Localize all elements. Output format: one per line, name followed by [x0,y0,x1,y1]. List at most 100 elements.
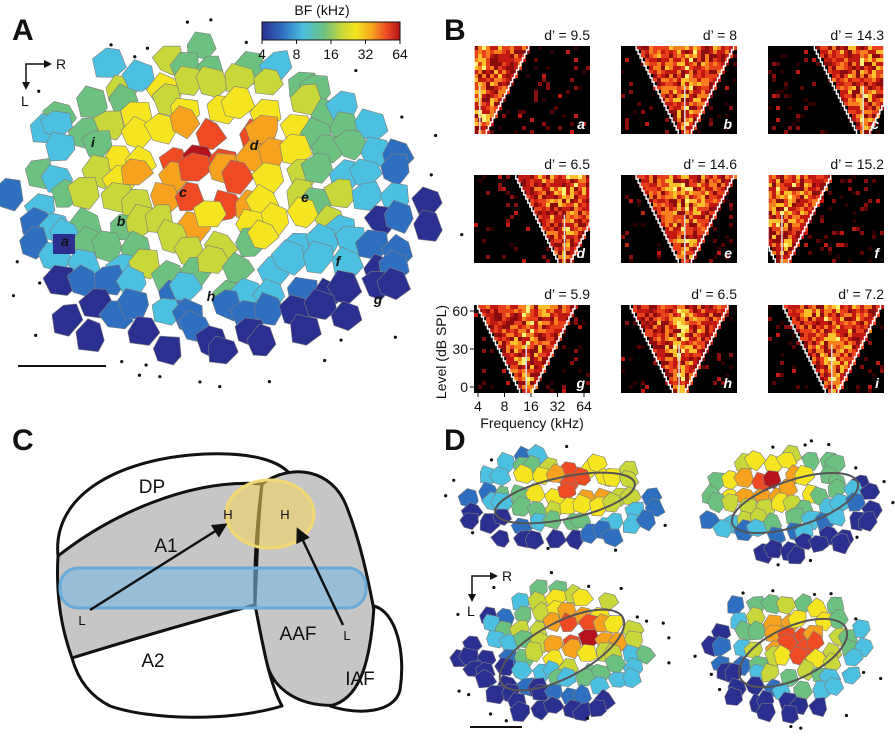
tuning-cell [562,114,566,118]
tuning-cell [566,365,570,369]
tuning-cell [645,317,649,321]
tuning-cell [697,106,701,110]
tuning-cell [709,122,713,126]
tuning-cell [506,329,510,333]
tuning-cell [490,102,494,106]
tuning-cell [498,333,502,337]
tuning-cell [840,361,844,365]
tuning-cell [824,58,828,62]
tuning-cell [776,255,780,259]
tuning-cell [792,191,796,195]
tuning-cell [514,345,518,349]
tuning-cell [677,211,681,215]
tuning-cell [709,46,713,50]
tuning-cell [689,94,693,98]
tuning-cell [542,333,546,337]
tuning-cell [860,74,864,78]
tuning-cell [486,66,490,70]
tuning-cell [546,203,550,207]
tuning-cell [812,357,816,361]
tuning-cell [530,179,534,183]
tuning-cell [685,239,689,243]
tuning-cell [808,195,812,199]
tuning-cell [522,309,526,313]
tuning-cell [558,191,562,195]
unresponsive-site [245,41,248,44]
tuning-cell [669,317,673,321]
tuning-cell [856,325,860,329]
tuning-cell [872,235,876,239]
tuning-cell [486,313,490,317]
tuning-cell [717,54,721,58]
tuning-cell [820,313,824,317]
tuning-cell [522,345,526,349]
tuning-cell [653,54,657,58]
tuning-cell [526,179,530,183]
x-tick-label: 16 [523,398,539,414]
tuning-cell [864,50,868,54]
tuning-cell [844,46,848,50]
tuning-cell [784,179,788,183]
tuning-cell [796,199,800,203]
tuning-cell [780,183,784,187]
tuning-cell [832,231,836,235]
tuning-cell [554,223,558,227]
tuning-cell [526,191,530,195]
tuning-cell [554,215,558,219]
site-label: d [576,245,585,261]
tuning-cell [852,227,856,231]
tuning-cell [677,58,681,62]
tuning-cell [681,309,685,313]
tuning-cell [506,70,510,74]
tuning-cell [681,175,685,179]
tuning-cell [689,231,693,235]
tuning-cell [840,243,844,247]
tuning-cell [840,317,844,321]
tuning-cell [669,179,673,183]
tuning-cell [840,82,844,86]
tuning-cell [482,130,486,134]
tuning-cell [844,58,848,62]
tuning-cell [582,321,586,325]
tuning-cell [494,333,498,337]
tuning-cell [478,58,482,62]
tuning-cell [657,325,661,329]
tuning-cell [530,317,534,321]
tuning-cell [669,309,673,313]
unresponsive-site [434,134,437,137]
tuning-cell [812,179,816,183]
tuning-cell [832,313,836,317]
tuning-cell [856,341,860,345]
tuning-cell [669,195,673,199]
tuning-cell [864,74,868,78]
map-cell [809,535,829,552]
tuning-cell [705,74,709,78]
tuning-cell [868,50,872,54]
tuning-cell [832,66,836,70]
tuning-cell [689,341,693,345]
tuning-cell [550,195,554,199]
tuning-cell [486,74,490,78]
tuning-cell [824,243,828,247]
tuning-cell [772,207,776,211]
tuning-cell [784,247,788,251]
tuning-cell [689,199,693,203]
tuning-cell [502,329,506,333]
tuning-cell [812,341,816,345]
tuning-cell [717,50,721,54]
tuning-cell [697,309,701,313]
tonotopic-map [0,18,463,388]
tuning-cell [733,78,737,82]
tuning-cell [768,305,772,309]
tuning-cell [570,231,574,235]
tuning-cell [550,215,554,219]
tuning-cell [784,175,788,179]
tuning-cell [868,259,872,263]
tuning-cell [510,46,514,50]
tuning-cell [800,175,804,179]
tuning-cell [574,357,578,361]
tuning-cell [554,207,558,211]
tuning-cell [486,102,490,106]
tuning-cell [864,126,868,130]
tuning-cell [840,369,844,373]
